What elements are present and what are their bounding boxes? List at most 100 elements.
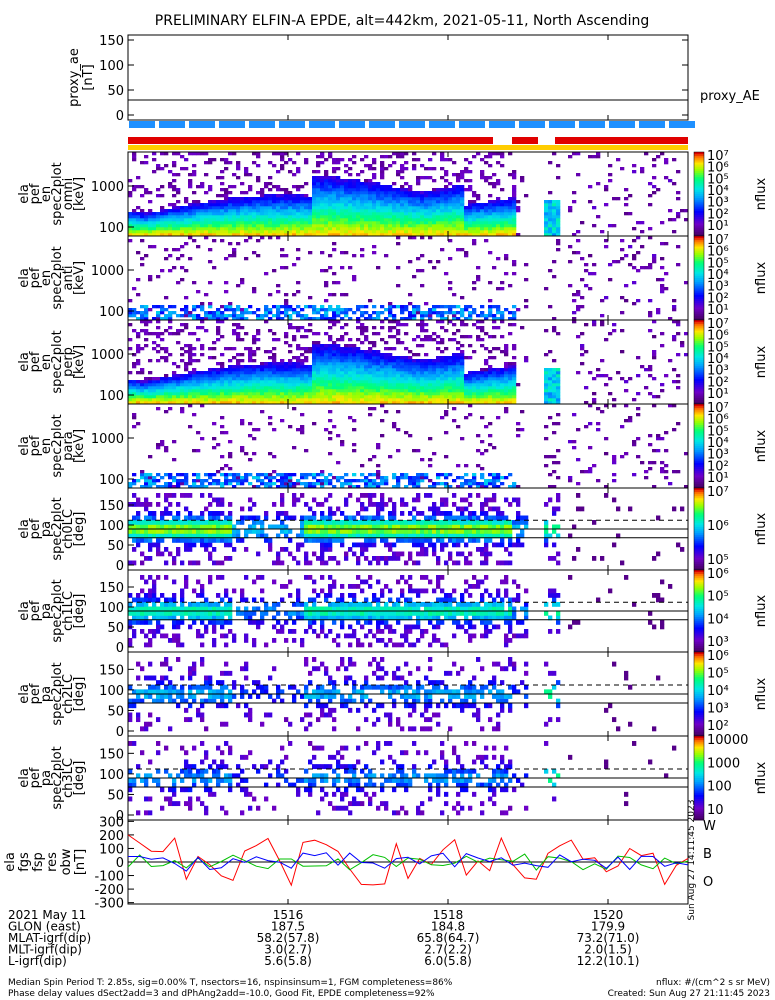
spectrogram-cell (272, 377, 277, 381)
spectrogram-cell (352, 377, 357, 381)
spectrogram-cell (304, 449, 309, 453)
spectrogram-cell (340, 215, 345, 219)
spectrogram-cell (360, 170, 365, 174)
spectrogram-cell (360, 314, 365, 318)
spectrogram-cell (408, 314, 413, 318)
spectrogram-cell (316, 377, 321, 381)
spectrogram-cell (352, 206, 357, 210)
spectrogram-cell (156, 188, 161, 192)
spectrogram-cell (316, 227, 321, 231)
spectrogram-cell (336, 344, 341, 348)
spectrogram-cell (304, 365, 309, 369)
spectrogram-cell (276, 305, 281, 309)
spectrogram-cell (452, 386, 457, 390)
spectrogram-cell (244, 233, 249, 237)
spectrogram-cell (144, 323, 149, 327)
spectrogram-cell (464, 233, 469, 237)
spectrogram-cell (308, 209, 313, 213)
spectrogram-cell (204, 209, 209, 213)
spectrogram-cell (372, 182, 377, 186)
spectrogram-cell (256, 254, 261, 258)
spectrogram-cell (288, 317, 293, 321)
spectrogram-cell (544, 287, 549, 291)
spectrogram-cell (192, 224, 197, 228)
spectrogram-cell (512, 377, 517, 381)
spectrogram-cell (340, 194, 345, 198)
spectrogram-cell (276, 218, 281, 222)
spectrogram-cell (432, 395, 437, 399)
spectrogram-cell (256, 164, 261, 168)
spectrogram-cell (268, 371, 273, 375)
spectrogram-cell (416, 365, 421, 369)
spectrogram-cell (500, 386, 505, 390)
spectrogram-cell (252, 209, 257, 213)
spectrogram-cell (284, 365, 289, 369)
spectrogram-cell (268, 206, 273, 210)
spectrogram-cell (160, 332, 165, 336)
spectrogram-cell (188, 182, 193, 186)
spectrogram-cell (268, 227, 273, 231)
spectrogram-cell (216, 215, 221, 219)
spectrogram-cell (204, 191, 209, 195)
spectrogram-cell (180, 401, 185, 405)
spectrogram-cell (240, 389, 245, 393)
spectrogram-cell (228, 482, 233, 486)
spectrogram-cell (272, 212, 277, 216)
spectrogram-cell (192, 359, 197, 363)
spectrogram-cell (492, 173, 497, 177)
spectrogram-cell (496, 398, 501, 402)
spectrogram-cell (400, 377, 405, 381)
spectrogram-cell (208, 224, 213, 228)
spectrogram-cell (480, 389, 485, 393)
spectrogram-cell (616, 371, 621, 375)
spectrogram-cell (272, 185, 277, 189)
spectrogram-cell (476, 152, 481, 156)
spectrogram-cell (260, 395, 265, 399)
spectrogram-cell (488, 479, 493, 483)
spectrogram-cell (412, 230, 417, 234)
spectrogram-cell (444, 431, 449, 435)
spectrogram-cell (440, 230, 445, 234)
spectrogram-cell (280, 380, 285, 384)
spectrogram-cell (448, 359, 453, 363)
spectrogram-cell (452, 206, 457, 210)
spectrogram-cell (396, 212, 401, 216)
spectrogram-cell (376, 332, 381, 336)
spectrogram-cell (500, 389, 505, 393)
spectrogram-cell (404, 389, 409, 393)
spin-phase-segment (279, 121, 305, 128)
spectrogram-cell (376, 206, 381, 210)
spectrogram-cell (240, 476, 245, 480)
spectrogram-cell (472, 401, 477, 405)
spectrogram-cell (664, 470, 669, 474)
spectrogram-cell (596, 428, 601, 432)
spectrogram-cell (496, 257, 501, 261)
spectrogram-cell (416, 221, 421, 225)
spectrogram-cell (320, 392, 325, 396)
spectrogram-cell (136, 317, 141, 321)
spectrogram-cell (336, 200, 341, 204)
spectrogram-cell (328, 227, 333, 231)
spectrogram-cell (156, 520, 161, 525)
spectrogram-cell (308, 206, 313, 210)
spectrogram-cell (280, 155, 285, 159)
spectrogram-cell (276, 473, 281, 477)
plot-title: PRELIMINARY ELFIN-A EPDE, alt=442km, 202… (155, 13, 649, 29)
spectrogram-cell (512, 386, 517, 390)
spectrogram-cell (172, 194, 177, 198)
spectrogram-cell (264, 224, 269, 228)
spectrogram-cell (396, 191, 401, 195)
spectrogram-cell (344, 386, 349, 390)
spectrogram-cell (228, 209, 233, 213)
spectrogram-cell (500, 200, 505, 204)
spectrogram-cell (168, 551, 173, 557)
spectrogram-cell (380, 221, 385, 225)
spectrogram-cell (180, 389, 185, 393)
spectrogram-cell (300, 398, 305, 402)
spectrogram-cell (152, 395, 157, 399)
spectrogram-cell (288, 230, 293, 234)
spectrogram-cell (200, 305, 205, 309)
spectrogram-cell (176, 401, 181, 405)
spectrogram-cell (488, 230, 493, 234)
spectrogram-cell (592, 320, 597, 324)
